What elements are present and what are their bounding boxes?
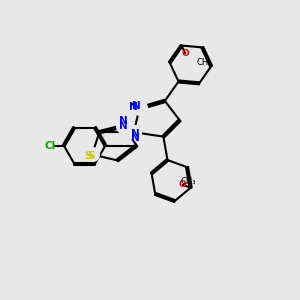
Text: O: O: [181, 49, 189, 58]
Text: CH₃: CH₃: [197, 58, 212, 67]
Text: S: S: [84, 151, 91, 161]
Text: N: N: [131, 133, 140, 142]
Text: O: O: [179, 180, 187, 189]
Text: N: N: [132, 101, 141, 111]
Text: N: N: [129, 102, 137, 112]
Text: CH₃: CH₃: [181, 177, 196, 186]
Text: Cl: Cl: [44, 140, 56, 151]
Text: N: N: [131, 129, 140, 139]
Text: N: N: [119, 116, 128, 126]
Text: S: S: [87, 151, 94, 161]
Text: N: N: [119, 121, 128, 131]
